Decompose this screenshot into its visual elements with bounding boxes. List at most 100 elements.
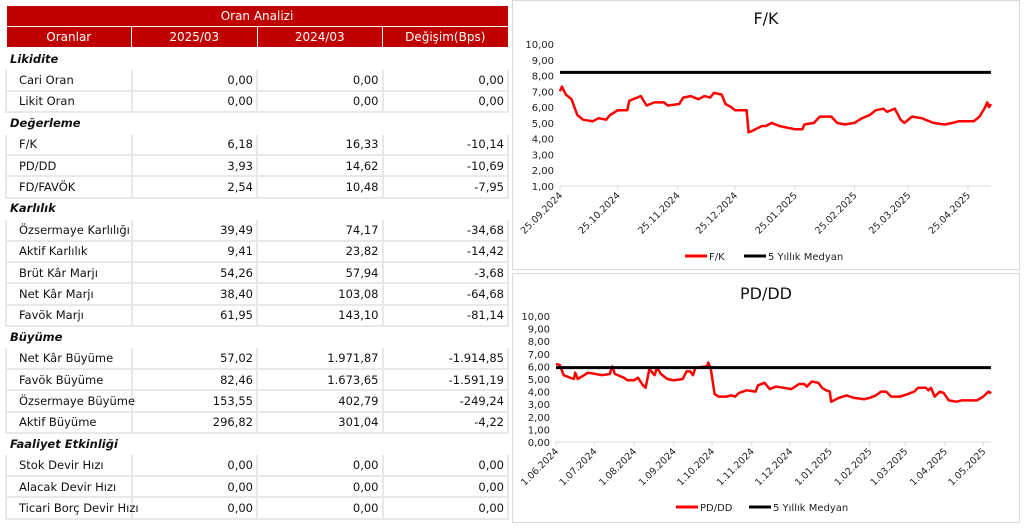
ratio-label: Net Kâr Büyüme bbox=[5, 346, 133, 370]
section-row: Değerleme bbox=[5, 111, 509, 135]
section-title: Karlılık bbox=[5, 196, 509, 221]
table-row: F/K 6,18 16,33 -10,14 bbox=[5, 132, 509, 156]
ratio-label: F/K bbox=[5, 132, 133, 156]
y-tick-label: 6,00 bbox=[532, 103, 554, 114]
value-cell: 0,00 bbox=[130, 89, 258, 114]
section-title: Faaliyet Etkinliği bbox=[5, 432, 509, 456]
y-tick-label: 4,00 bbox=[532, 135, 554, 146]
x-tick-label: 25.10.2024 bbox=[577, 190, 623, 236]
y-tick-label: 10,00 bbox=[525, 40, 554, 51]
value-cell: 0,00 bbox=[381, 89, 509, 114]
section-row: Karlılık bbox=[5, 196, 509, 221]
value-cell: -10,69 bbox=[381, 153, 509, 178]
table-header-row: Oranlar 2025/03 2024/03 Değişim(Bps) bbox=[5, 26, 509, 49]
value-cell: 301,04 bbox=[256, 410, 384, 435]
value-cell: -14,42 bbox=[381, 239, 509, 263]
table-row: Likit Oran 0,00 0,00 0,00 bbox=[5, 89, 509, 114]
y-tick-label: 0,00 bbox=[528, 438, 550, 449]
value-cell: 38,40 bbox=[130, 282, 258, 306]
ratio-label: PD/DD bbox=[5, 153, 133, 178]
ratio-label: Favök Marjı bbox=[5, 303, 133, 328]
y-tick-label: 10,00 bbox=[521, 312, 550, 323]
y-tick-label: 5,00 bbox=[532, 119, 554, 130]
y-tick-label: 4,00 bbox=[528, 388, 550, 399]
y-tick-label: 1,00 bbox=[532, 182, 554, 193]
value-cell: 0,00 bbox=[381, 68, 509, 92]
value-cell: -10,14 bbox=[381, 132, 509, 156]
value-cell: -1.591,19 bbox=[381, 367, 509, 392]
y-tick-label: 6,00 bbox=[528, 362, 550, 373]
legend-label: 5 Yıllık Medyan bbox=[768, 252, 843, 263]
y-tick-label: 7,00 bbox=[528, 350, 550, 361]
x-tick-label: 25.11.2024 bbox=[636, 190, 682, 236]
ratio-table: Oran Analizi Oranlar 2025/03 2024/03 Değişim… bbox=[5, 5, 509, 520]
pddd-chart-title: PD/DD bbox=[740, 284, 792, 303]
table-row: FD/FAVÖK 2,54 10,48 -7,95 bbox=[5, 175, 509, 199]
value-cell: 1.971,87 bbox=[256, 346, 384, 370]
value-cell: 0,00 bbox=[381, 474, 509, 499]
table-row: Favök Büyüme 82,46 1.673,65 -1.591,19 bbox=[5, 367, 509, 392]
value-cell: 3,93 bbox=[130, 153, 258, 178]
value-cell: 57,02 bbox=[130, 346, 258, 370]
x-tick-label: 25.03.2025 bbox=[867, 190, 913, 236]
x-tick-label: 1.03.2025 bbox=[868, 446, 910, 488]
section-title: Büyüme bbox=[5, 325, 509, 349]
value-cell: -1.914,85 bbox=[381, 346, 509, 370]
y-tick-label: 3,00 bbox=[528, 400, 550, 411]
value-cell: 296,82 bbox=[130, 410, 258, 435]
section-title: Likidite bbox=[5, 46, 509, 71]
pddd-chart: 10,00 9,008,00 7,006,00 5,00 4,003,00 2,001,0… bbox=[519, 312, 992, 514]
x-tick-label: 1.01.2025 bbox=[793, 446, 835, 488]
table-title: Oran Analizi bbox=[5, 5, 509, 27]
table-row: Stok Devir Hızı 0,00 0,00 0,00 bbox=[5, 453, 509, 477]
value-cell: 23,82 bbox=[256, 239, 384, 263]
y-tick-label: 3,00 bbox=[532, 150, 554, 161]
x-tick-label: 1.07.2024 bbox=[558, 446, 600, 488]
ratio-label: Cari Oran bbox=[5, 68, 133, 92]
x-tick-label: 25.04.2025 bbox=[927, 190, 973, 236]
fk-chart-title: F/K bbox=[753, 9, 779, 28]
value-cell: 14,62 bbox=[256, 153, 384, 178]
table-row: Favök Marjı 61,95 143,10 -81,14 bbox=[5, 303, 509, 328]
y-tick-label: 7,00 bbox=[532, 87, 554, 98]
value-cell: 2,54 bbox=[130, 175, 258, 199]
y-tick-label: 9,00 bbox=[528, 325, 550, 336]
value-cell: 0,00 bbox=[130, 453, 258, 477]
value-cell: 10,48 bbox=[256, 175, 384, 199]
x-tick-label: 25.09.2024 bbox=[519, 190, 565, 236]
section-title: Değerleme bbox=[5, 111, 509, 135]
x-tick-label: 1.06.2024 bbox=[519, 446, 561, 488]
table-row: Özsermaye Karlılığı 39,49 74,17 -34,68 bbox=[5, 218, 509, 242]
y-tick-label: 9,00 bbox=[532, 56, 554, 67]
ratio-label: Aktif Karlılık bbox=[5, 239, 133, 263]
section-row: Büyüme bbox=[5, 325, 509, 349]
section-row: Faaliyet Etkinliği bbox=[5, 432, 509, 456]
legend-label: 5 Yıllık Medyan bbox=[773, 503, 848, 514]
value-cell: 0,00 bbox=[130, 496, 258, 520]
value-cell: -64,68 bbox=[381, 282, 509, 306]
ratio-label: Alacak Devir Hızı bbox=[5, 474, 133, 499]
column-header: Oranlar bbox=[5, 26, 132, 49]
x-tick-label: 1.11.2024 bbox=[715, 446, 757, 488]
section-row: Likidite bbox=[5, 46, 509, 71]
value-cell: 0,00 bbox=[130, 474, 258, 499]
table-row: Cari Oran 0,00 0,00 0,00 bbox=[5, 68, 509, 92]
ratio-label: Özsermaye Karlılığı bbox=[5, 218, 133, 242]
value-cell: 153,55 bbox=[130, 389, 258, 413]
value-cell: 54,26 bbox=[130, 260, 258, 285]
value-cell: 57,94 bbox=[256, 260, 384, 285]
x-tick-label: 25.01.2025 bbox=[754, 190, 800, 236]
value-cell: 6,18 bbox=[130, 132, 258, 156]
ratio-label: Stok Devir Hızı bbox=[5, 453, 133, 477]
y-tick-label: 8,00 bbox=[528, 337, 550, 348]
value-cell: -7,95 bbox=[381, 175, 509, 199]
series-line-0 bbox=[555, 361, 992, 403]
legend-label: F/K bbox=[709, 252, 725, 263]
y-tick-label: 5,00 bbox=[528, 375, 550, 386]
y-tick-label: 8,00 bbox=[532, 72, 554, 83]
table-row: PD/DD 3,93 14,62 -10,69 bbox=[5, 153, 509, 178]
y-tick-label: 1,00 bbox=[528, 425, 550, 436]
value-cell: 0,00 bbox=[381, 453, 509, 477]
x-tick-label: 1.10.2024 bbox=[675, 446, 717, 488]
value-cell: 1.673,65 bbox=[256, 367, 384, 392]
